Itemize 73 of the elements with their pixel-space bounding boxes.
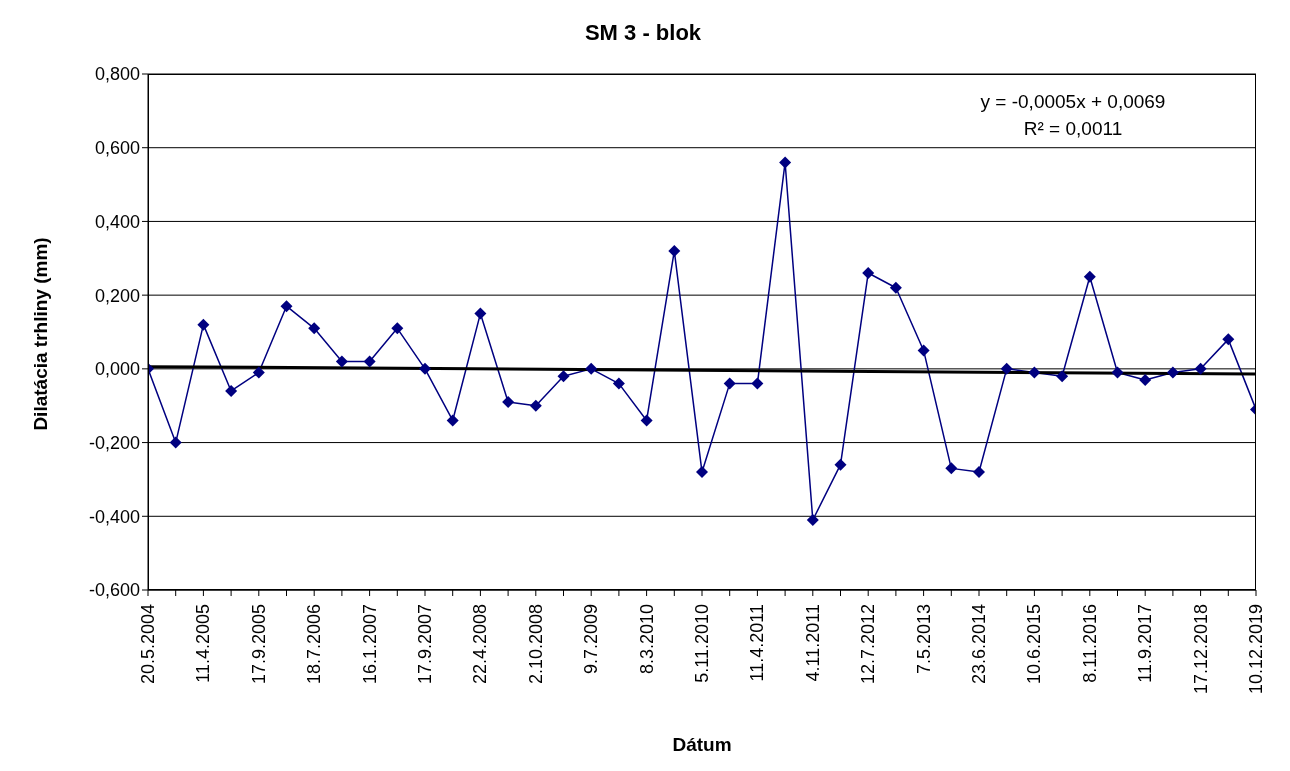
point (779, 156, 792, 169)
y-axis-title: Dilatácia trhliny (mm) (30, 237, 52, 431)
x-tick-label: 2.10.2008 (525, 604, 546, 685)
y-tick-label: 0,800 (94, 64, 140, 85)
point (1056, 370, 1069, 383)
point (834, 458, 847, 471)
annotation: y = -0,0005x + 0,0069 (979, 90, 1167, 114)
point (502, 396, 515, 409)
x-tick-label: 5.11.2010 (692, 604, 712, 683)
x-tick-label: 20.5.2004 (138, 604, 158, 685)
x-tick-label: 17.12.2018 (1190, 604, 1211, 695)
point (723, 377, 736, 390)
y-tick-label: -0,600 (88, 580, 140, 601)
point (363, 355, 376, 368)
x-tick-label: 18.7.2006 (304, 604, 325, 685)
y-tick-label: -0,200 (88, 432, 140, 453)
x-tick-label: 10.12.2019 (1246, 604, 1266, 695)
x-tick-label: 11.9.2017 (1135, 604, 1156, 683)
x-tick-label: 9.7.2009 (581, 604, 602, 675)
y-tick-label: 0,400 (94, 211, 140, 232)
x-tick-label: 17.9.2007 (415, 604, 435, 685)
point (585, 362, 598, 375)
x-tick-label: 23.6.2014 (969, 604, 989, 685)
point (1166, 366, 1179, 379)
point (612, 377, 625, 390)
x-tick-label: 11.4.2011 (747, 604, 768, 682)
point (640, 414, 653, 427)
x-tick-label: 10.6.2015 (1024, 604, 1045, 685)
point (917, 344, 930, 357)
x-tick-label: 12.7.2012 (858, 604, 879, 685)
point (696, 466, 708, 479)
x-tick-label: 17.9.2005 (248, 604, 269, 685)
x-tick-label: 16.1.2007 (359, 604, 380, 685)
x-tick-label: 22.4.2008 (470, 604, 491, 685)
y-tick-label: 0,000 (94, 359, 140, 380)
y-tick-label: -0,400 (88, 506, 140, 527)
point (169, 436, 182, 449)
point (973, 466, 985, 479)
point (862, 267, 875, 280)
point (668, 244, 681, 257)
point (1000, 362, 1013, 375)
annotation: R² = 0,0011 (1022, 117, 1124, 141)
point (889, 281, 902, 294)
point (945, 462, 958, 475)
point (474, 307, 487, 320)
chart-title: SM 3 - blok (583, 20, 703, 46)
point (1194, 362, 1207, 375)
x-axis-title: Dátum (671, 734, 733, 756)
point (419, 362, 431, 375)
point (751, 377, 764, 390)
point (806, 513, 819, 526)
point (1139, 373, 1152, 386)
point (1083, 270, 1096, 283)
point (280, 300, 293, 313)
point (1111, 366, 1124, 379)
x-tick-label: 7.5.2013 (913, 604, 934, 675)
point (557, 370, 570, 383)
point (335, 355, 348, 368)
x-tick-label: 11.4.2005 (193, 604, 214, 683)
point (1028, 366, 1041, 379)
point (197, 318, 210, 331)
point (308, 322, 321, 335)
y-tick-label: 0,600 (94, 138, 140, 159)
x-tick-label: 8.11.2016 (1079, 604, 1100, 683)
y-tick-label: 0,200 (94, 285, 140, 306)
x-tick-label: 4.11.2011 (802, 604, 823, 682)
point (1222, 333, 1235, 346)
point (391, 322, 404, 335)
point (529, 399, 542, 412)
point (446, 414, 459, 427)
x-tick-label: 8.3.2010 (636, 604, 657, 675)
point (225, 384, 238, 397)
point (252, 366, 265, 379)
